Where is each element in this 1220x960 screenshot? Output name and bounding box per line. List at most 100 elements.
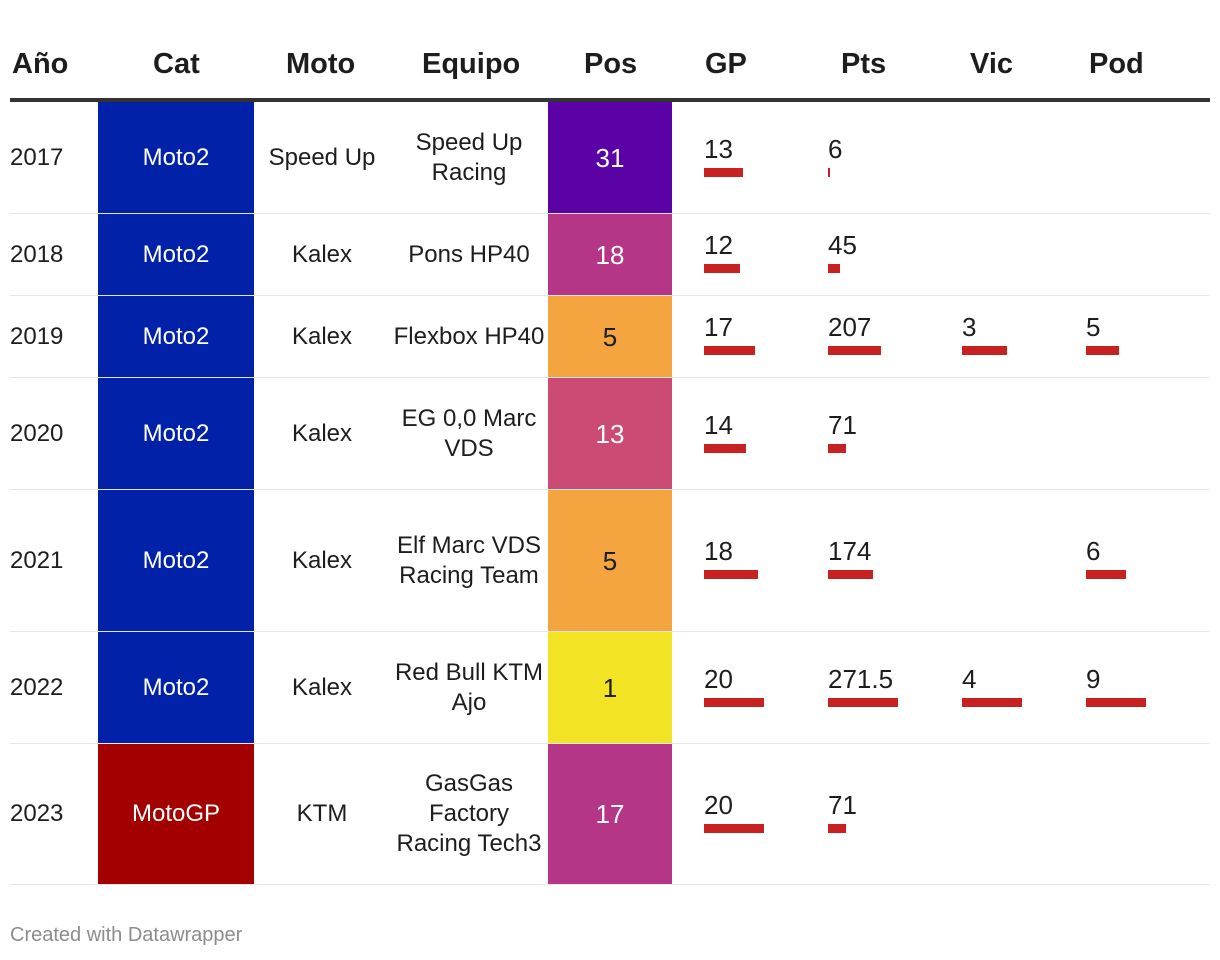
pts-cell: 45	[828, 214, 938, 295]
gp-cell: 14	[704, 378, 804, 489]
position-cell: 1	[548, 632, 672, 743]
header-pod[interactable]: Pod	[1089, 48, 1144, 80]
vic-cell: 3	[962, 296, 1062, 377]
pts-value: 174	[828, 536, 872, 566]
header-cat[interactable]: Cat	[153, 48, 200, 80]
pod-cell: 5	[1086, 296, 1186, 377]
bike-cell: Kalex	[291, 419, 353, 447]
pts-cell: 174	[828, 490, 938, 631]
pts-value: 45	[828, 230, 857, 260]
gp-value: 18	[704, 536, 733, 566]
data-table: Año Cat Moto Equipo Pos GP Pts Vic Pod 2…	[10, 0, 1210, 885]
gp-value: 14	[704, 410, 733, 440]
team-cell: Speed Up Racing	[415, 128, 523, 186]
bike-cell: Speed Up	[268, 143, 376, 171]
bike-cell: Kalex	[291, 322, 353, 350]
gp-cell: 13	[704, 102, 804, 213]
year-cell: 2023	[10, 800, 64, 827]
gp-bar	[704, 346, 755, 355]
vic-bar	[962, 346, 1007, 355]
year-cell: 2019	[10, 322, 64, 350]
gp-value: 20	[704, 664, 733, 694]
pod-cell: 9	[1086, 632, 1186, 743]
pts-cell: 6	[828, 102, 938, 213]
pod-value: 9	[1086, 664, 1101, 694]
category-cell: Moto2	[98, 102, 254, 213]
team-cell: GasGas Factory Racing Tech3	[396, 770, 542, 857]
pts-bar	[828, 168, 830, 177]
pts-cell: 271.5	[828, 632, 938, 743]
category-cell: MotoGP	[98, 744, 254, 884]
vic-value: 4	[962, 664, 977, 694]
year-cell: 2017	[10, 143, 64, 171]
header-rule	[10, 98, 1210, 102]
team-cell: Flexbox HP40	[393, 322, 545, 350]
year-cell: 2018	[10, 240, 64, 268]
header-year[interactable]: Año	[12, 48, 69, 80]
header-vic[interactable]: Vic	[970, 48, 1014, 80]
vic-bar	[962, 698, 1022, 707]
pts-bar	[828, 570, 873, 579]
gp-bar	[704, 824, 764, 833]
pts-value: 6	[828, 134, 843, 164]
pts-cell: 207	[828, 296, 938, 377]
gp-cell: 17	[704, 296, 804, 377]
year-cell: 2020	[10, 419, 64, 447]
category-cell: Moto2	[98, 214, 254, 295]
pts-bar	[828, 264, 840, 273]
gp-bar	[704, 168, 743, 177]
position-cell: 31	[548, 102, 672, 213]
gp-bar	[704, 444, 746, 453]
gp-cell: 20	[704, 744, 804, 884]
pts-value: 71	[828, 790, 857, 820]
gp-cell: 20	[704, 632, 804, 743]
category-cell: Moto2	[98, 632, 254, 743]
pod-value: 5	[1086, 312, 1101, 342]
table-row: 2023 MotoGP KTM GasGas Factory Racing Tech3…	[10, 744, 1210, 885]
gp-value: 13	[704, 134, 733, 164]
table-row: 2022 Moto2 Kalex Red Bull KTM Ajo 1 20 271.5 4 9	[10, 632, 1210, 744]
pts-value: 207	[828, 312, 872, 342]
header-equipo[interactable]: Equipo	[422, 48, 521, 80]
gp-value: 12	[704, 230, 733, 260]
position-cell: 17	[548, 744, 672, 884]
category-cell: Moto2	[98, 378, 254, 489]
position-cell: 18	[548, 214, 672, 295]
pod-bar	[1086, 570, 1126, 579]
pts-cell: 71	[828, 378, 938, 489]
gp-value: 20	[704, 790, 733, 820]
pts-bar	[828, 824, 846, 833]
header-pts[interactable]: Pts	[841, 48, 887, 80]
position-cell: 5	[548, 490, 672, 631]
category-cell: Moto2	[98, 490, 254, 631]
table-header: Año Cat Moto Equipo Pos GP Pts Vic Pod	[10, 0, 1210, 98]
vic-value: 3	[962, 312, 977, 342]
year-cell: 2021	[10, 546, 64, 574]
table-row: 2019 Moto2 Kalex Flexbox HP40 5 17 207 3 5	[10, 296, 1210, 378]
table-body: 2017 Moto2 Speed Up Speed Up Racing 31 13 6 201…	[10, 102, 1210, 885]
team-cell: Elf Marc VDS Racing Team	[396, 531, 542, 589]
team-cell: Red Bull KTM Ajo	[394, 658, 544, 716]
header-moto[interactable]: Moto	[286, 48, 356, 80]
pts-cell: 71	[828, 744, 938, 884]
bike-cell: KTM	[296, 800, 348, 827]
gp-bar	[704, 570, 758, 579]
position-cell: 13	[548, 378, 672, 489]
pod-cell: 6	[1086, 490, 1186, 631]
gp-cell: 18	[704, 490, 804, 631]
team-cell: Pons HP40	[408, 240, 530, 268]
gp-bar	[704, 698, 764, 707]
header-pos[interactable]: Pos	[584, 48, 638, 80]
bike-cell: Kalex	[291, 240, 353, 268]
pts-bar	[828, 444, 846, 453]
bike-cell: Kalex	[291, 673, 353, 701]
header-gp[interactable]: GP	[705, 48, 747, 80]
table-row: 2021 Moto2 Kalex Elf Marc VDS Racing Team 5 1…	[10, 490, 1210, 632]
team-cell: EG 0,0 Marc VDS	[401, 404, 537, 462]
pts-bar	[828, 698, 898, 707]
table-row: 2020 Moto2 Kalex EG 0,0 Marc VDS 13 14 71	[10, 378, 1210, 490]
datawrapper-credit[interactable]: Created with Datawrapper	[10, 924, 243, 946]
pts-value: 271.5	[828, 664, 894, 694]
year-cell: 2022	[10, 673, 64, 701]
pts-bar	[828, 346, 881, 355]
